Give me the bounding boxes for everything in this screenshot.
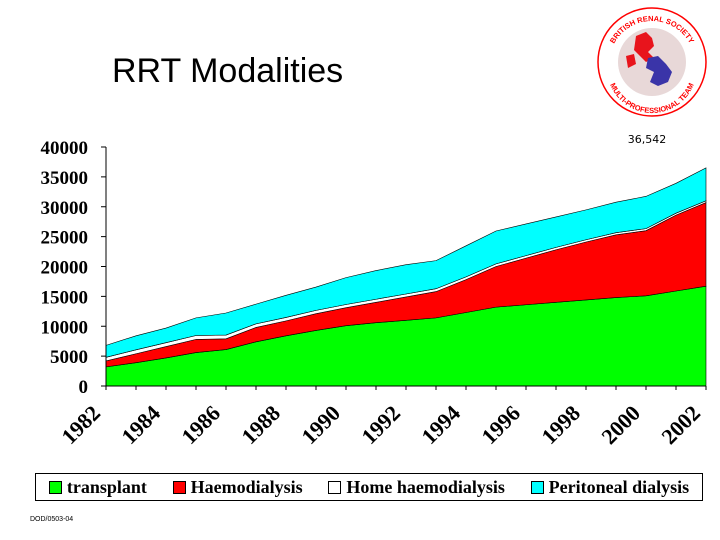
legend-item-haemodialysis: Haemodialysis — [172, 476, 303, 498]
chart-legend: transplant Haemodialysis Home haemodialy… — [35, 473, 703, 501]
y-tick-label: 0 — [79, 377, 89, 398]
legend-item-peritoneal-dialysis: Peritoneal dialysis — [530, 476, 690, 498]
x-tick-label: 1992 — [356, 400, 405, 449]
legend-swatch-haemodialysis — [172, 480, 186, 494]
rrt-chart: 0 5000 10000 15000 20000 25000 30000 35000 40000… — [41, 133, 707, 449]
total-annotation: 36,542 — [628, 133, 667, 146]
y-tick-label: 25000 — [41, 228, 89, 249]
legend-swatch-home-haemodialysis — [328, 480, 342, 494]
y-tick-label: 10000 — [41, 317, 89, 338]
legend-label-peritoneal-dialysis: Peritoneal dialysis — [548, 476, 690, 497]
logo-map-blue — [646, 56, 672, 86]
y-tick-label: 5000 — [50, 347, 88, 368]
x-tick-label: 1984 — [116, 400, 165, 449]
x-tick-label: 1990 — [296, 400, 345, 449]
logo-map-ireland — [626, 54, 636, 68]
y-tick-label: 40000 — [41, 138, 89, 159]
legend-label-haemodialysis: Haemodialysis — [190, 476, 303, 497]
x-tick-label: 1994 — [416, 400, 465, 449]
legend-item-home-haemodialysis: Home haemodialysis — [328, 477, 505, 498]
logo-map-red — [634, 32, 654, 62]
legend-label-transplant: transplant — [66, 476, 147, 497]
legend-label-home-haemodialysis: Home haemodialysis — [346, 476, 505, 497]
y-tick-label: 15000 — [41, 287, 89, 308]
chart-areas — [105, 167, 707, 387]
y-axis: 0 5000 10000 15000 20000 25000 30000 35000 40000 — [41, 138, 107, 398]
x-tick-label: 1996 — [476, 400, 525, 449]
x-tick-label: 1986 — [176, 400, 225, 449]
y-tick-label: 30000 — [41, 198, 89, 219]
y-tick-label: 35000 — [41, 168, 89, 189]
y-tick-label: 20000 — [41, 258, 89, 279]
british-renal-society-logo: BRITISH RENAL SOCIETY MULTI-PROFESSIONAL… — [597, 7, 707, 117]
x-tick-label: 1998 — [536, 400, 585, 449]
legend-swatch-transplant — [48, 480, 62, 494]
slide-title: RRT Modalities — [112, 52, 344, 90]
legend-swatch-peritoneal-dialysis — [530, 480, 544, 494]
x-tick-label: 1982 — [56, 400, 105, 449]
x-tick-label: 1988 — [236, 400, 285, 449]
x-tick-label: 2002 — [656, 400, 705, 449]
x-axis: 1982 1984 1986 1988 1990 1992 1994 1996 1998 2000… — [56, 385, 707, 449]
area-peritoneal-dialysis — [105, 167, 707, 358]
footer-code: DOD/0503-04 — [30, 516, 74, 523]
legend-item-transplant: transplant — [48, 476, 147, 498]
x-tick-label: 2000 — [596, 400, 645, 449]
